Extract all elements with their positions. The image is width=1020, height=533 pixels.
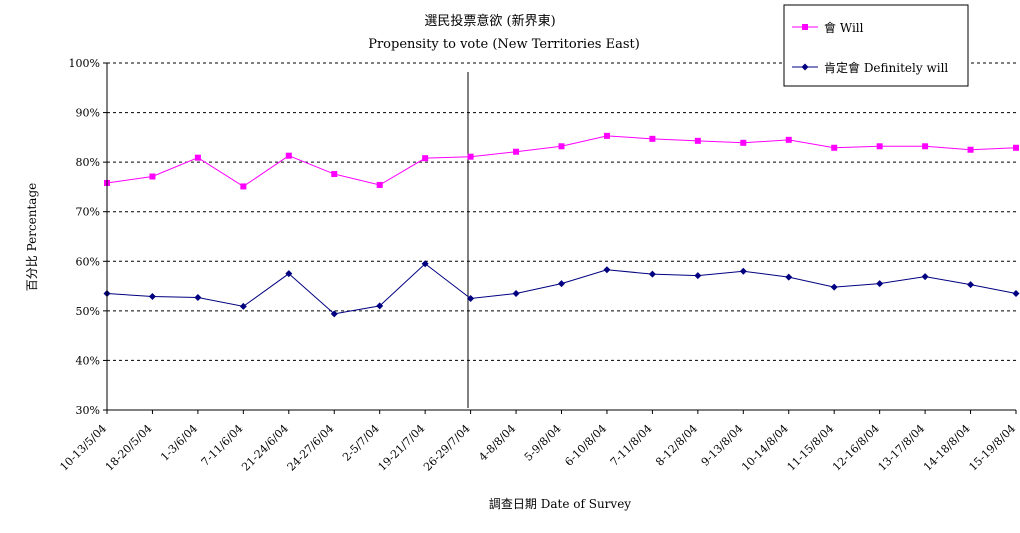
data-point [694, 137, 701, 144]
data-point [467, 153, 474, 160]
data-point [876, 143, 883, 150]
y-axis-title: 百分比 Percentage [25, 183, 39, 292]
x-tick-label: 8-12/8/04 [653, 422, 700, 469]
data-point [1012, 290, 1020, 298]
data-point [967, 281, 975, 289]
series-1 [103, 260, 1020, 318]
x-tick-label: 13-17/8/04 [876, 422, 928, 474]
legend-marker [801, 63, 809, 71]
data-point [239, 302, 247, 310]
x-tick-label: 21-24/6/04 [239, 422, 291, 474]
x-tick-label: 19-21/7/04 [376, 422, 428, 474]
x-tick-label: 4-8/8/04 [476, 422, 518, 464]
data-point [422, 155, 429, 162]
x-tick-label: 26-29/7/04 [421, 422, 473, 474]
x-tick-label: 9-13/8/04 [699, 422, 746, 469]
data-point [603, 266, 611, 274]
data-point [513, 148, 520, 155]
x-axis-title: 調查日期 Date of Survey [489, 497, 631, 511]
data-point [558, 143, 565, 150]
data-point [694, 272, 702, 280]
legend-marker [802, 24, 808, 30]
data-point [376, 181, 383, 188]
data-point [194, 154, 201, 161]
x-tick-label: 7-11/6/04 [199, 422, 246, 469]
x-tick-label: 24-27/6/04 [285, 422, 337, 474]
y-tick-label: 100% [69, 57, 100, 70]
legend: 會 Will 肯定會 Definitely will [783, 4, 969, 87]
data-point [285, 270, 293, 278]
data-point [830, 283, 838, 291]
chart-subtitle: Propensity to vote (New Territories East… [368, 37, 640, 52]
y-tick-label: 60% [76, 255, 100, 268]
x-tick-label: 5-9/8/04 [522, 422, 564, 464]
x-tick-label: 6-10/8/04 [562, 422, 609, 469]
series-layer [103, 132, 1020, 318]
x-tick-label: 11-15/8/04 [785, 422, 837, 474]
data-point [558, 280, 565, 288]
x-tick-label: 1-3/6/04 [158, 422, 200, 464]
data-point [467, 294, 475, 302]
legend-will-label: 會 Will [824, 21, 864, 35]
x-tick-label: 2-5/7/04 [340, 422, 382, 464]
y-tick-label: 70% [76, 206, 100, 219]
data-point [785, 136, 792, 143]
data-point [739, 267, 747, 275]
data-point [421, 260, 429, 268]
gridlines [107, 62, 1016, 361]
y-axis-ticks: 30% 40% 50% 60% 70% 80% 90% 100% [69, 57, 107, 417]
legend-box [783, 4, 969, 87]
data-point [331, 171, 338, 178]
data-point [740, 139, 747, 146]
y-tick-label: 50% [76, 305, 100, 318]
data-point [240, 183, 247, 190]
data-point [831, 144, 838, 151]
y-tick-label: 90% [76, 107, 100, 120]
x-tick-label: 12-16/8/04 [830, 422, 882, 474]
data-point [149, 173, 156, 180]
chart-title: 選民投票意欲 (新界東) [424, 13, 555, 29]
data-point [285, 152, 292, 159]
data-point [512, 290, 520, 298]
data-point [967, 146, 974, 153]
legend-definitely-will-label: 肯定會 Definitely will [824, 60, 948, 75]
x-tick-label: 7-11/8/04 [608, 422, 655, 469]
data-point [649, 135, 656, 142]
y-tick-label: 40% [76, 354, 100, 367]
data-point [603, 132, 610, 139]
data-point [376, 302, 384, 310]
data-point [148, 292, 156, 300]
x-tick-label: 14-18/8/04 [921, 422, 973, 474]
data-point [921, 273, 929, 281]
x-tick-label: 10-13/5/04 [57, 422, 109, 474]
data-point [1013, 144, 1019, 151]
data-point [648, 270, 656, 278]
series-0 [104, 132, 1019, 190]
x-tick-label: 15-19/8/04 [966, 422, 1018, 474]
data-point [194, 293, 202, 301]
y-tick-label: 30% [76, 404, 100, 417]
data-point [330, 310, 338, 318]
data-point [922, 143, 929, 150]
x-tick-label: 18-20/5/04 [103, 422, 155, 474]
x-tick-label: 10-14/8/04 [739, 422, 791, 474]
data-point [785, 273, 793, 281]
y-tick-label: 80% [76, 156, 100, 169]
data-point [876, 280, 884, 288]
